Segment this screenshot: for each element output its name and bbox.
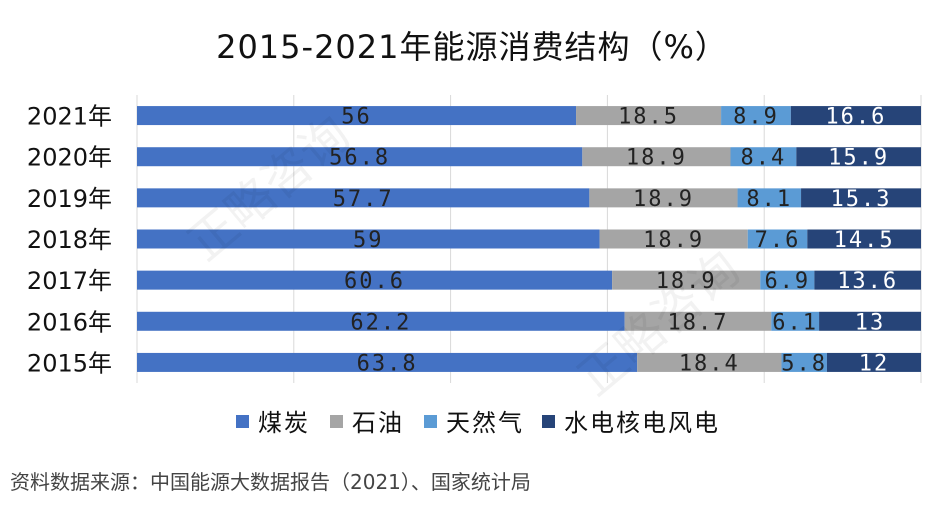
bar-segment <box>760 270 815 290</box>
source-note: 资料数据来源：中国能源大数据报告（2021）、国家统计局 <box>10 470 531 494</box>
data-label: 56.8 <box>329 146 390 171</box>
bar-segment <box>624 311 772 331</box>
data-label: 13 <box>855 310 886 335</box>
bar-segment <box>796 147 921 167</box>
data-label: 56 <box>341 105 372 130</box>
legend-swatch <box>424 415 437 428</box>
bar-segment <box>826 352 921 372</box>
data-label: 63.8 <box>357 351 418 376</box>
bar-segment <box>819 311 921 331</box>
data-label: 60.6 <box>344 269 405 294</box>
bar-segment <box>612 270 761 290</box>
category-label: 2019年 <box>27 185 112 213</box>
data-label: 14.5 <box>834 228 895 253</box>
bar-segment <box>801 188 921 208</box>
bar-segment <box>771 311 820 331</box>
bar-segment <box>137 147 583 167</box>
data-label: 18.5 <box>618 105 679 130</box>
bar-segment <box>137 188 590 208</box>
bar-segment <box>137 270 613 290</box>
category-label: 2016年 <box>27 308 112 336</box>
legend-swatch <box>236 415 249 428</box>
data-label: 18.9 <box>626 146 687 171</box>
data-label: 18.9 <box>656 269 717 294</box>
bar-segment <box>137 352 638 372</box>
category-label: 2015年 <box>27 349 112 377</box>
category-label: 2021年 <box>27 103 112 131</box>
chart-title: 2015-2021年能源消费结构（%） <box>216 28 728 66</box>
data-label: 57.7 <box>333 187 394 212</box>
data-label: 15.9 <box>828 146 889 171</box>
legend-swatch <box>330 415 343 428</box>
category-label: 2020年 <box>27 144 112 172</box>
bar-segment <box>589 188 738 208</box>
data-label: 15.3 <box>831 187 892 212</box>
bar-segment <box>737 188 802 208</box>
data-label: 5.8 <box>781 351 827 376</box>
bar-segment <box>781 352 827 372</box>
data-label: 62.2 <box>350 310 411 335</box>
bar-segment <box>730 147 797 167</box>
bar-segment <box>807 229 921 249</box>
data-label: 18.7 <box>667 310 728 335</box>
legend-swatch <box>542 415 555 428</box>
bar-segment <box>137 229 600 249</box>
bar-segment <box>814 270 921 290</box>
data-label: 18.9 <box>643 228 704 253</box>
bar-segment <box>637 352 782 372</box>
data-label: 8.1 <box>746 187 792 212</box>
data-label: 8.9 <box>733 105 779 130</box>
bar-segment <box>747 229 808 249</box>
bar-segment <box>599 229 748 249</box>
data-label: 8.4 <box>741 146 787 171</box>
legend-label: 天然气 <box>446 409 524 437</box>
legend-label: 水电核电风电 <box>564 409 720 437</box>
data-label: 16.6 <box>825 105 886 130</box>
data-label: 59 <box>353 228 384 253</box>
data-label: 12 <box>859 351 890 376</box>
legend-label: 石油 <box>352 409 404 437</box>
bar-segment <box>576 106 722 126</box>
data-label: 6.1 <box>772 310 818 335</box>
bar-segment <box>582 147 731 167</box>
legend-label: 煤炭 <box>258 409 310 437</box>
bar-segment <box>721 106 791 126</box>
data-label: 18.4 <box>679 351 740 376</box>
data-label: 7.6 <box>755 228 801 253</box>
data-label: 6.9 <box>764 269 810 294</box>
data-label: 13.6 <box>837 269 898 294</box>
data-label: 18.9 <box>633 187 694 212</box>
bar-segment <box>790 106 921 126</box>
category-label: 2018年 <box>27 226 112 254</box>
bar-segment <box>137 106 577 126</box>
category-label: 2017年 <box>27 267 112 295</box>
bar-segment <box>137 311 625 331</box>
